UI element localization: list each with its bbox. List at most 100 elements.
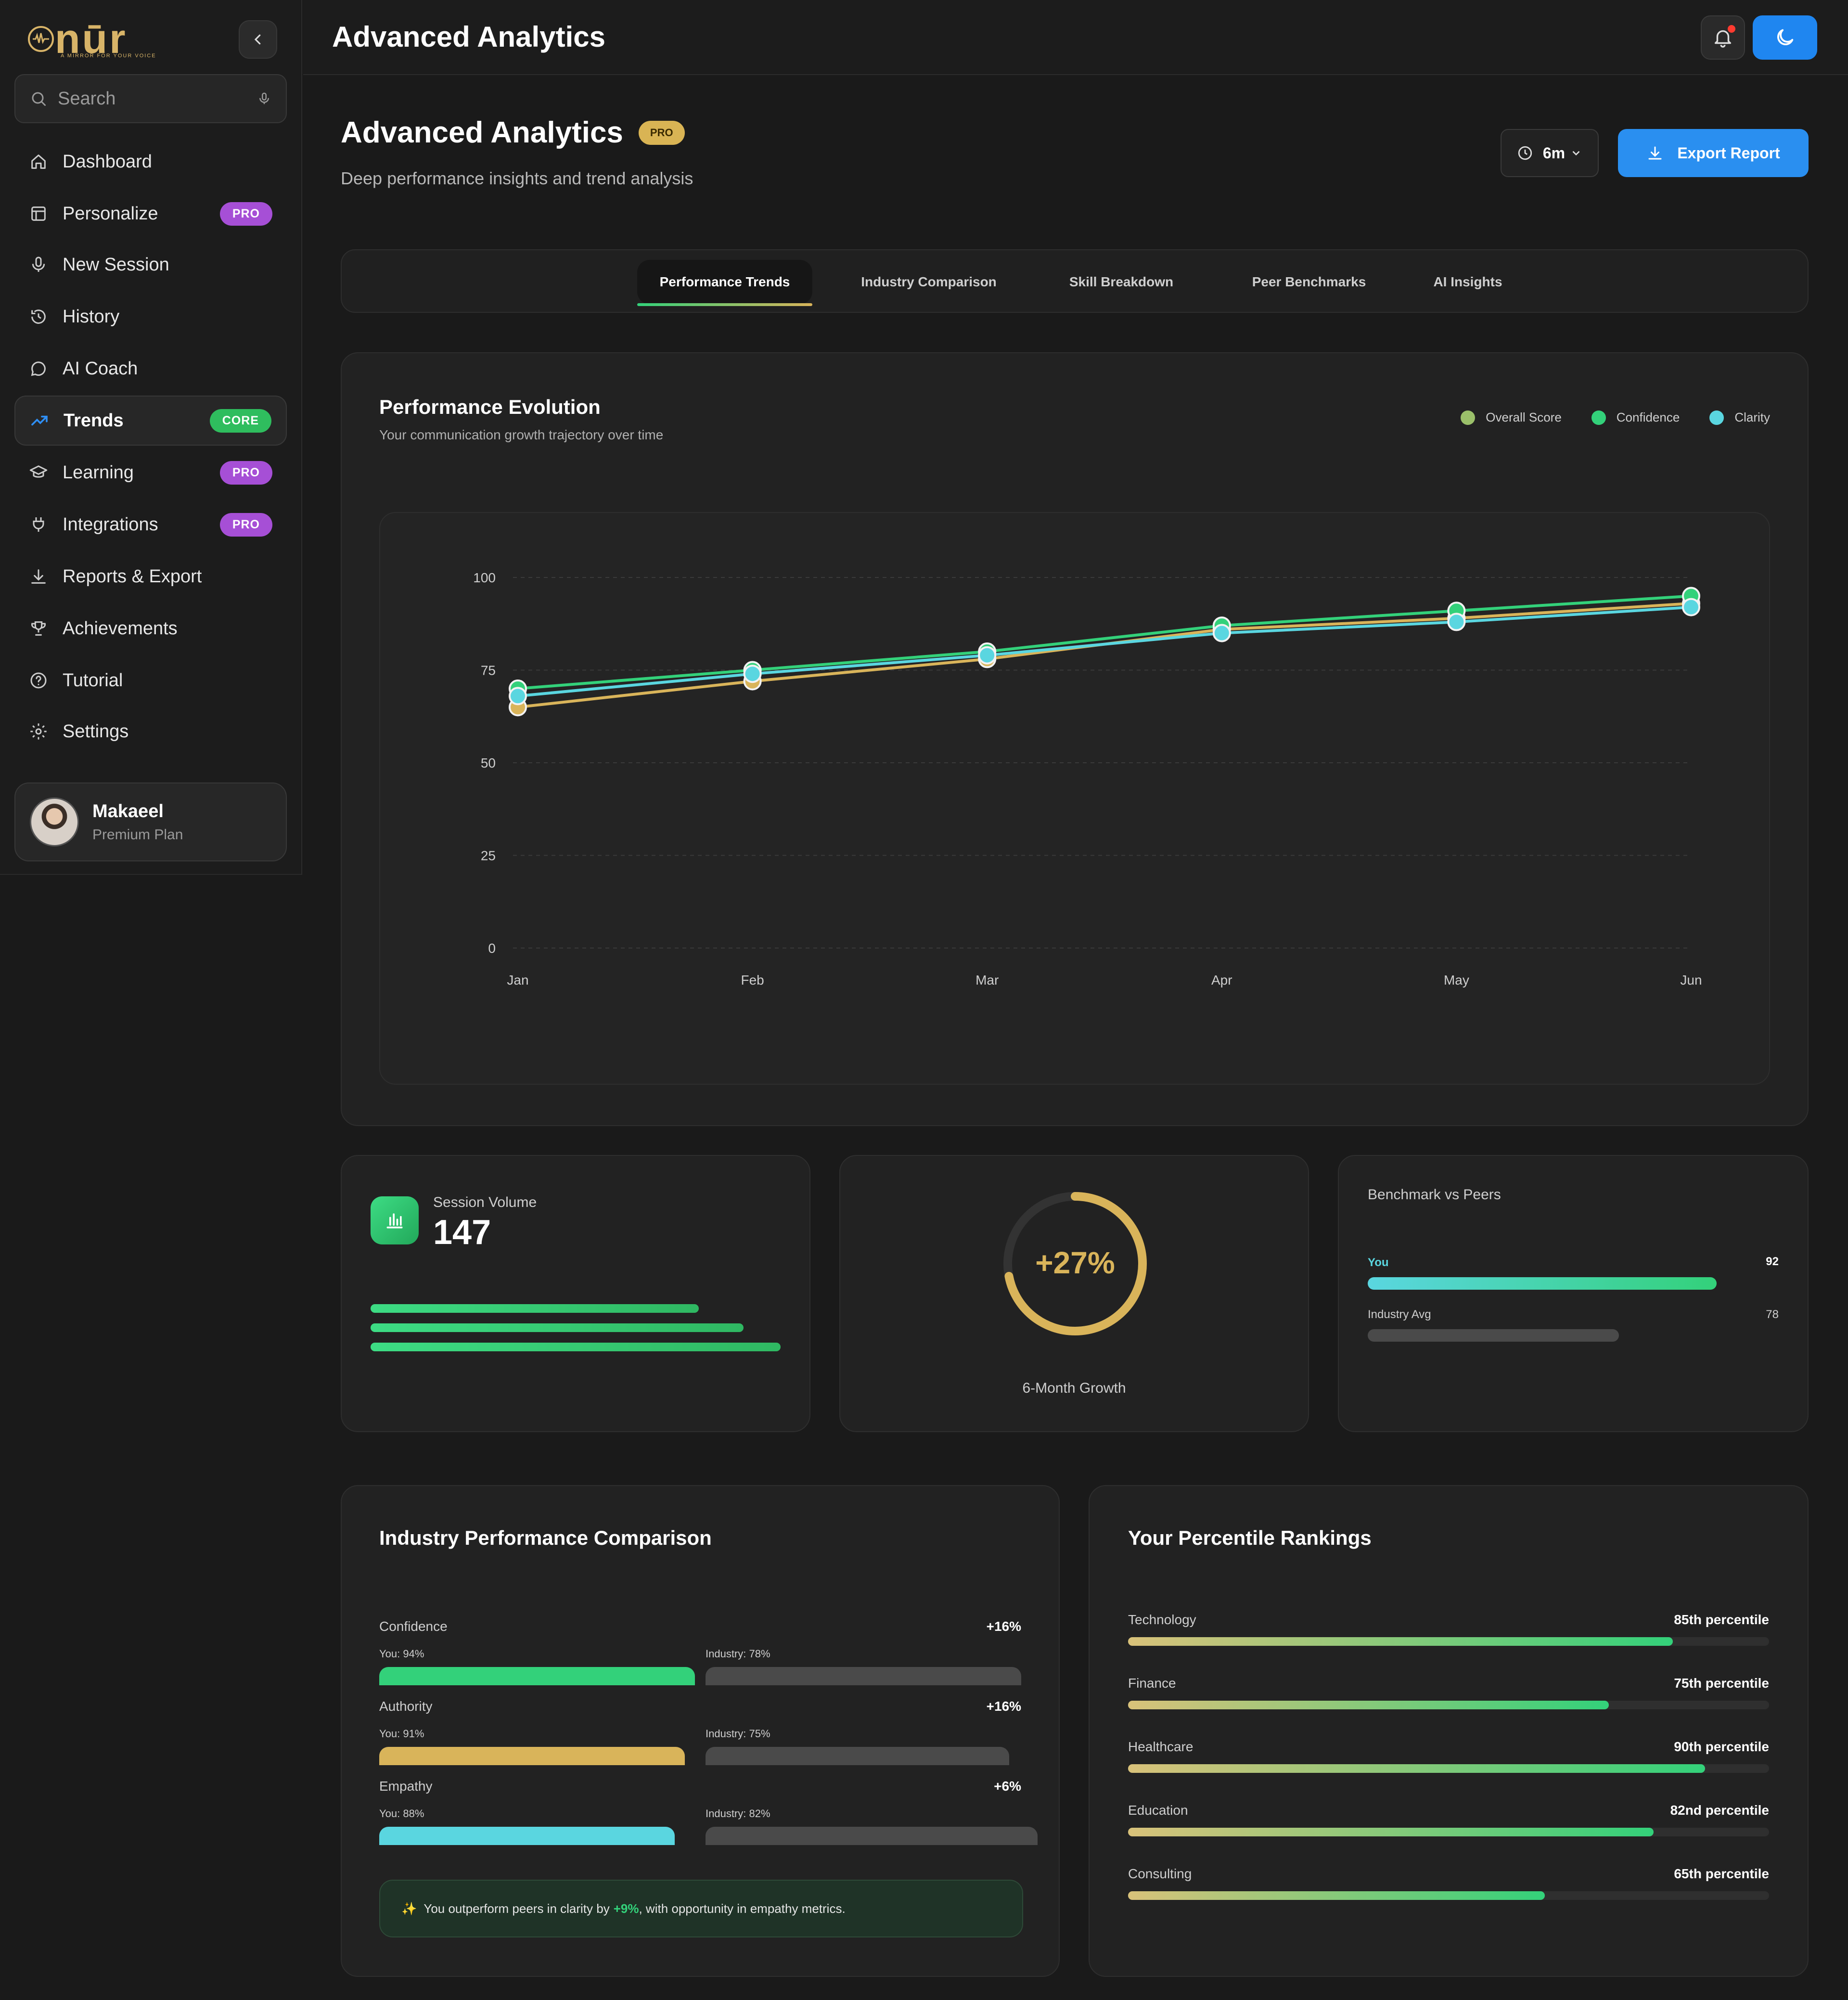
moon-icon bbox=[1777, 29, 1794, 45]
y-tick-label: 25 bbox=[481, 848, 496, 863]
chart-legend: Overall Score Confidence Clarity bbox=[1461, 410, 1770, 425]
sidebar-item-learning[interactable]: Learning PRO bbox=[14, 448, 287, 498]
sidebar-item-tutorial[interactable]: Tutorial bbox=[14, 655, 287, 705]
industry-you-bar-confidence bbox=[379, 1667, 695, 1685]
app-logo[interactable]: nūr A MIRROR FOR YOUR VOICE bbox=[27, 18, 155, 60]
legend-label-confidence: Confidence bbox=[1616, 410, 1680, 424]
industry-delta-authority: +16% bbox=[986, 1699, 1021, 1714]
time-range-select[interactable]: 6m bbox=[1501, 129, 1599, 177]
sidebar-item-label: Trends bbox=[64, 410, 124, 431]
benchmark-you-bar bbox=[1368, 1277, 1717, 1290]
bar-chart-icon bbox=[386, 1213, 403, 1229]
benchmark-avg-label: Industry Avg bbox=[1368, 1308, 1431, 1321]
layout-icon bbox=[31, 206, 46, 221]
industry-avg-bar-empathy bbox=[706, 1827, 1038, 1845]
percentile-track-technology bbox=[1128, 1637, 1769, 1646]
industry-delta-confidence: +16% bbox=[986, 1619, 1021, 1634]
sidebar-item-new-session[interactable]: New Session bbox=[14, 240, 287, 290]
industry-metric-confidence: Confidence bbox=[379, 1619, 448, 1634]
search-bar[interactable]: Search bbox=[14, 74, 287, 123]
percentile-industry-education: Education bbox=[1128, 1803, 1188, 1818]
percentile-bar-finance bbox=[1128, 1701, 1609, 1709]
history-icon bbox=[31, 309, 46, 324]
performance-line-chart: 0 25 50 75 100 Jan Feb Mar Apr May Jun bbox=[473, 570, 1702, 987]
sidebar-item-integrations[interactable]: Integrations PRO bbox=[14, 500, 287, 550]
data-point-clarity bbox=[743, 665, 762, 683]
theme-toggle-button[interactable] bbox=[1753, 15, 1817, 60]
industry-avg-bar-confidence bbox=[706, 1667, 1021, 1685]
x-tick-label: May bbox=[1444, 973, 1469, 987]
data-point-clarity bbox=[1447, 613, 1466, 631]
data-point-clarity bbox=[509, 687, 527, 705]
core-badge: CORE bbox=[209, 409, 271, 433]
sidebar-item-label: Integrations bbox=[63, 514, 158, 535]
growth-card: +27% 6-Month Growth bbox=[839, 1155, 1309, 1432]
sidebar-item-label: AI Coach bbox=[63, 358, 138, 379]
legend-dot-overall bbox=[1461, 410, 1476, 425]
benchmark-you-label: You bbox=[1368, 1256, 1389, 1269]
pro-badge: PRO bbox=[219, 202, 272, 226]
user-plan: Premium Plan bbox=[92, 826, 183, 843]
series-line-confidence bbox=[517, 594, 1692, 690]
export-report-button[interactable]: Export Report bbox=[1618, 129, 1809, 177]
collapse-sidebar-button[interactable] bbox=[239, 20, 277, 59]
percentile-bar-technology bbox=[1128, 1637, 1673, 1646]
series-line-clarity bbox=[517, 605, 1692, 698]
mic-icon[interactable] bbox=[257, 90, 271, 107]
growth-ring-arc bbox=[1003, 1192, 1147, 1335]
session-volume-card: Session Volume 147 bbox=[341, 1155, 810, 1432]
chevron-left-icon bbox=[254, 34, 261, 45]
sidebar-item-reports-export[interactable]: Reports & Export bbox=[14, 551, 287, 602]
sidebar-item-label: Achievements bbox=[63, 618, 178, 639]
notification-dot bbox=[1728, 25, 1735, 33]
sidebar: nūr A MIRROR FOR YOUR VOICE Search Dashb… bbox=[0, 0, 302, 875]
legend-label-overall: Overall Score bbox=[1486, 410, 1562, 424]
top-bar: Advanced Analytics bbox=[303, 0, 1848, 75]
tab-ai-insights[interactable]: AI Insights bbox=[1433, 274, 1502, 289]
sidebar-item-label: Dashboard bbox=[63, 151, 152, 172]
y-tick-label: 100 bbox=[473, 570, 496, 585]
percentile-bar-consulting bbox=[1128, 1891, 1545, 1900]
industry-metric-authority: Authority bbox=[379, 1699, 433, 1714]
tip-highlight: +9% bbox=[613, 1901, 639, 1916]
session-volume-bar bbox=[371, 1323, 744, 1332]
percentile-industry-healthcare: Healthcare bbox=[1128, 1739, 1194, 1754]
tab-peer-benchmarks[interactable]: Peer Benchmarks bbox=[1252, 274, 1366, 289]
tab-performance-trends[interactable]: Performance Trends bbox=[637, 260, 812, 306]
y-tick-label: 0 bbox=[488, 941, 496, 956]
top-bar-title: Advanced Analytics bbox=[332, 21, 605, 53]
search-input[interactable]: Search bbox=[58, 88, 116, 109]
benchmark-avg-bar bbox=[1368, 1329, 1619, 1342]
benchmark-title: Benchmark vs Peers bbox=[1368, 1187, 1501, 1203]
growth-ring: +27% bbox=[1003, 1192, 1147, 1335]
legend-label-clarity: Clarity bbox=[1734, 410, 1770, 424]
bell-icon bbox=[1714, 30, 1732, 48]
legend-confidence: Confidence bbox=[1591, 410, 1680, 425]
industry-you-confidence: You: 94% bbox=[379, 1648, 424, 1660]
tab-industry-comparison[interactable]: Industry Comparison bbox=[861, 274, 997, 289]
sidebar-item-ai-coach[interactable]: AI Coach bbox=[14, 344, 287, 394]
legend-dot-confidence bbox=[1591, 410, 1606, 425]
help-circle-icon bbox=[30, 672, 47, 689]
sidebar-item-settings[interactable]: Settings bbox=[14, 706, 287, 756]
sidebar-item-dashboard[interactable]: Dashboard bbox=[14, 137, 287, 187]
data-point-clarity bbox=[978, 646, 997, 665]
sidebar-item-label: Settings bbox=[63, 721, 129, 742]
user-card[interactable]: Makaeel Premium Plan bbox=[14, 782, 287, 861]
pro-badge: PRO bbox=[219, 513, 272, 537]
tab-skill-breakdown[interactable]: Skill Breakdown bbox=[1069, 274, 1174, 289]
growth-label: 6-Month Growth bbox=[1022, 1380, 1126, 1396]
y-tick-label: 50 bbox=[481, 756, 496, 770]
sidebar-item-label: Learning bbox=[63, 462, 134, 483]
sidebar-item-personalize[interactable]: Personalize PRO bbox=[14, 189, 287, 239]
graduation-cap-icon bbox=[29, 465, 48, 478]
percentile-rankings-card: Your Percentile Rankings Technology 85th … bbox=[1089, 1485, 1809, 1977]
sidebar-item-achievements[interactable]: Achievements bbox=[14, 603, 287, 654]
sidebar-item-trends[interactable]: Trends CORE bbox=[14, 396, 287, 446]
sidebar-item-history[interactable]: History bbox=[14, 292, 287, 342]
percentile-track-education bbox=[1128, 1828, 1769, 1836]
session-volume-value: 147 bbox=[433, 1213, 491, 1252]
home-icon bbox=[31, 154, 46, 169]
notifications-button[interactable] bbox=[1701, 15, 1745, 60]
industry-you-bar-empathy bbox=[379, 1827, 675, 1845]
